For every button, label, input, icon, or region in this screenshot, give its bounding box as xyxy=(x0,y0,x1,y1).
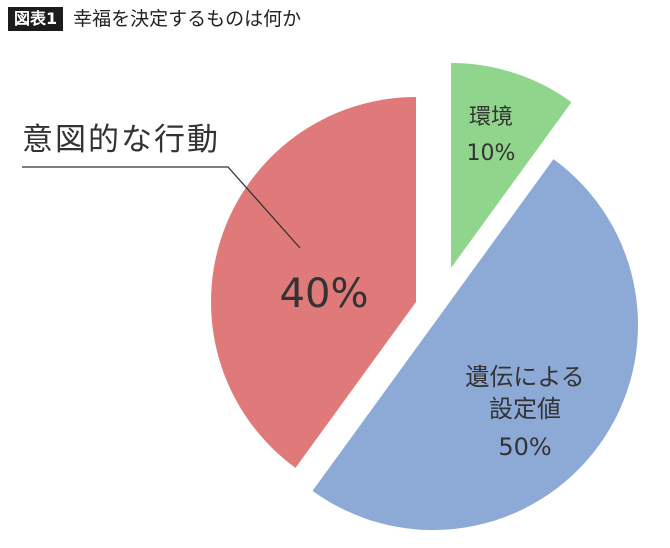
slice-value-environment: 10% xyxy=(467,141,516,166)
slice-value-genetic: 50% xyxy=(498,433,551,461)
figure-title: 幸福を決定するものは何か xyxy=(73,8,302,30)
slice-label-genetic-line2: 設定値 xyxy=(489,395,561,423)
pie-slice-genetic xyxy=(312,159,639,531)
pie-slice-environment xyxy=(451,63,572,268)
pie-slice-intentional-action xyxy=(210,97,416,468)
slice-label-environment: 環境 xyxy=(469,105,513,130)
slice-value-intentional-action: 40% xyxy=(280,271,369,317)
callout-label-intentional-action: 意図的な行動 xyxy=(22,122,220,158)
figure-badge: 図表1 xyxy=(8,7,64,31)
slice-label-genetic-line1: 遺伝による xyxy=(465,363,584,391)
callout-leader-line xyxy=(22,166,301,249)
figure-header: 図表1 幸福を決定するものは何か xyxy=(8,6,301,32)
